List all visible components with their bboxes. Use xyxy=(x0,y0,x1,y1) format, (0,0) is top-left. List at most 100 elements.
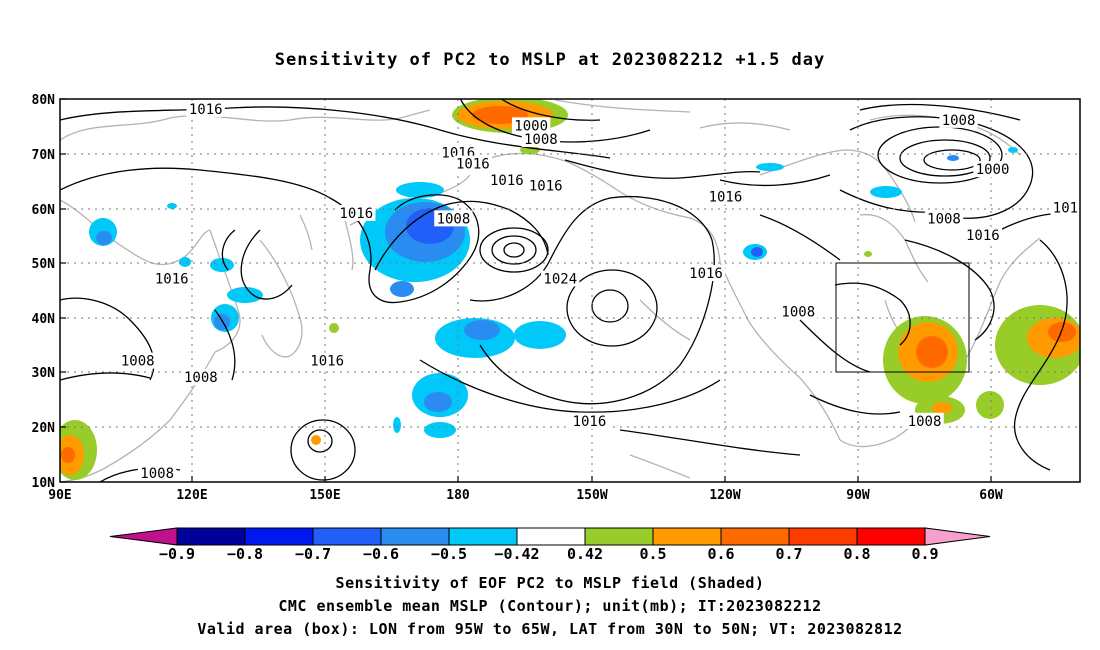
lat-label-20n: 20N xyxy=(32,421,56,436)
contour-label-text: 1024 xyxy=(543,272,577,288)
contour-label-text: 1008 xyxy=(140,466,174,482)
contour-label-text: 1000 xyxy=(976,162,1010,178)
neg-area-arctic-2 xyxy=(870,186,902,198)
footer-contour-caption: CMC ensemble mean MSLP (Contour); unit(m… xyxy=(278,597,822,615)
contour-label-bg xyxy=(963,226,1003,243)
contour-label: 1008 xyxy=(924,210,964,227)
contour-label-text: 1016 xyxy=(529,179,563,195)
colorbar: −0.9 −0.8 −0.7 −0.6 −0.5 −0.42 0.42 0.5 0.6 0.7 0.… xyxy=(109,527,991,563)
lon-label-90e: 90E xyxy=(48,488,71,503)
lat-label-40n: 40N xyxy=(32,312,56,327)
contour-label-bg xyxy=(526,177,565,194)
lon-label-120e: 120E xyxy=(176,488,207,503)
lat-label-70n: 70N xyxy=(32,148,56,163)
contour-label-text: 1016 xyxy=(310,354,344,370)
colorbar-swatch xyxy=(380,527,450,546)
colorbar-tick-label: −0.8 xyxy=(227,545,263,563)
colorbar-high-extend xyxy=(924,527,991,546)
contour-label: 1016 xyxy=(307,352,347,370)
contour-label: 1016 xyxy=(963,226,1003,244)
neg-area-bering xyxy=(396,182,444,198)
pos-area-caribbean-core xyxy=(932,402,952,414)
lon-label-60w: 60W xyxy=(979,488,1003,503)
contour-label: 1016 xyxy=(453,155,493,173)
lon-label-90w: 90W xyxy=(846,488,870,503)
contour-label-bg xyxy=(181,369,221,386)
contour-label: 1008 xyxy=(181,369,221,386)
contour-label: 1000 xyxy=(973,161,1012,178)
neg-area-siberia-small xyxy=(167,203,177,209)
contour-label-bg xyxy=(521,131,561,148)
neg-area-korea-core xyxy=(214,314,230,330)
colorbar-swatch xyxy=(652,527,722,546)
contour-label-bg xyxy=(779,303,818,320)
colorbar-swatch xyxy=(516,527,586,546)
contour-label-bg xyxy=(118,352,157,369)
colorbar-tick-label: −0.5 xyxy=(431,545,467,563)
page-title: Sensitivity of PC2 to MSLP at 2023082212… xyxy=(274,50,826,70)
lat-label-50n: 50N xyxy=(32,257,56,272)
colorbar-tick-label: 0.42 xyxy=(567,545,603,563)
contour-label: 1024 xyxy=(541,270,580,288)
lon-label-150w: 150W xyxy=(576,488,607,503)
mslp-contours xyxy=(60,99,1080,482)
contour-label: 1016 xyxy=(570,412,609,430)
colorbar-tick-label: 0.9 xyxy=(911,545,938,563)
lat-label-30n: 30N xyxy=(32,366,56,381)
contour-label-text: 1008 xyxy=(927,211,961,227)
contour-label: 1008 xyxy=(905,412,944,430)
colorbar-swatch xyxy=(448,527,518,546)
contour-label: 1008 xyxy=(118,352,157,370)
footer-valid-area-caption: Valid area (box): LON from 95W to 65W, L… xyxy=(197,620,903,638)
contour-label-bg xyxy=(939,111,978,128)
pos-area-us-east-core xyxy=(916,336,948,368)
contour-label: 1008 xyxy=(434,210,473,227)
lat-label-60n: 60N xyxy=(32,203,56,218)
positive-sensitivity-areas xyxy=(60,99,1080,480)
contour-label-bg xyxy=(434,210,473,227)
contour-label-text: 1008 xyxy=(524,132,558,148)
contour-label-bg xyxy=(137,464,177,481)
colorbar-tick-label: 0.5 xyxy=(639,545,666,563)
contour-label: 1016 xyxy=(152,270,191,288)
contour-label-bg xyxy=(453,155,493,172)
contour-label-text: 1016 xyxy=(189,102,223,118)
lat-tick-labels: 80N 70N 60N 50N 40N 30N 20N 10N xyxy=(32,93,56,491)
contour-label-bg xyxy=(152,270,191,287)
footer-shading-caption: Sensitivity of EOF PC2 to MSLP field (Sh… xyxy=(335,574,765,592)
contour-label-bg xyxy=(686,265,726,282)
contour-label: 1016 xyxy=(186,100,225,118)
neg-area-arctic-3 xyxy=(947,155,959,161)
contour-label-text: 1008 xyxy=(121,354,155,370)
contour-label-text: 1016 xyxy=(490,173,524,189)
contour-label-bg xyxy=(924,210,964,227)
contour-label-text: 1008 xyxy=(437,211,471,227)
neg-area-alaska-core xyxy=(751,247,763,257)
neg-area-hudson xyxy=(1008,147,1018,153)
lon-label-180: 180 xyxy=(446,488,470,503)
coastlines xyxy=(60,99,1041,482)
contour-label: 1016 xyxy=(487,172,527,189)
neg-area-hawaii xyxy=(424,422,456,438)
contour-label: 101 xyxy=(1050,199,1080,216)
contour-label-bg xyxy=(905,412,944,429)
neg-area-mongolia xyxy=(210,258,234,272)
neg-area-east-pacific xyxy=(514,321,566,349)
lat-label-10n: 10N xyxy=(32,476,56,491)
contour-label-bg xyxy=(541,270,580,287)
axis-ticks xyxy=(60,98,992,483)
neg-area-siberia-core xyxy=(96,231,112,245)
colorbar-swatch xyxy=(312,527,382,546)
neg-area-kuril xyxy=(390,281,414,297)
colorbar-swatch xyxy=(856,527,926,546)
contour-label: 1016 xyxy=(706,188,745,205)
contour-label-bg xyxy=(186,100,225,117)
contour-label-text: 1016 xyxy=(689,266,723,282)
contour-label-text: 1000 xyxy=(514,118,548,134)
contour-label: 1008 xyxy=(779,303,818,320)
contour-label: 1016 xyxy=(686,265,726,282)
colorbar-swatch xyxy=(176,527,246,546)
pos-area-canada-small xyxy=(864,251,872,257)
colorbar-swatch xyxy=(244,527,314,546)
